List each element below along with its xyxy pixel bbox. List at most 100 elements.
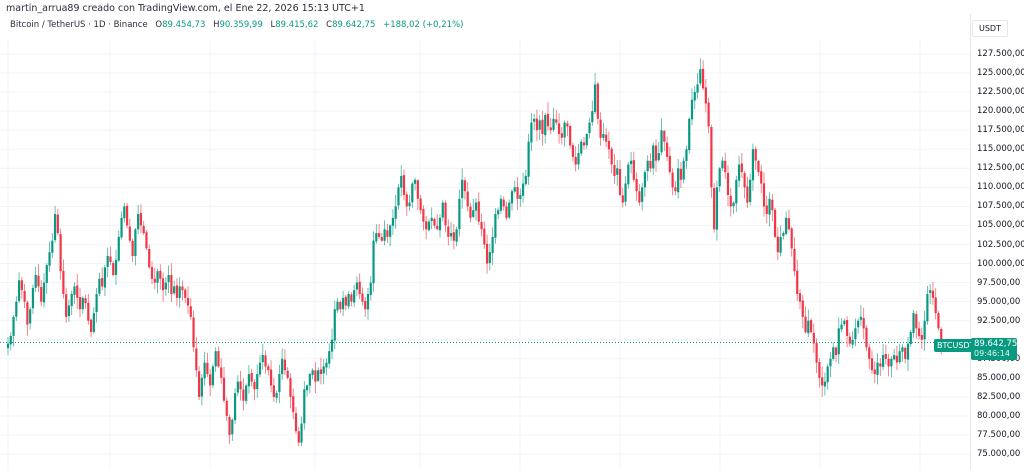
candle [937, 313, 940, 329]
candle [798, 293, 802, 302]
candle [793, 248, 796, 272]
candle [286, 370, 289, 378]
candle [65, 294, 68, 317]
bar-countdown: 09:46:14 [974, 349, 1010, 358]
candle [433, 218, 436, 226]
candle [427, 221, 431, 231]
candle [699, 69, 702, 84]
candle [45, 265, 48, 283]
candle [425, 221, 428, 230]
candle [516, 187, 519, 199]
candle [416, 180, 419, 199]
candle [253, 382, 256, 390]
candle [785, 217, 788, 234]
candle [818, 362, 821, 378]
candle [469, 206, 472, 218]
candle [389, 225, 392, 237]
candle [109, 256, 112, 263]
candle [53, 214, 57, 241]
candle [391, 217, 395, 226]
candle [353, 290, 356, 303]
candle [422, 209, 425, 222]
candle [890, 358, 893, 367]
low-label: L [270, 20, 276, 30]
candle [607, 140, 611, 150]
candle [837, 328, 840, 355]
candle [760, 171, 763, 184]
candle [494, 214, 497, 238]
candle [834, 347, 838, 355]
candle [225, 400, 228, 416]
candle [87, 302, 90, 321]
candle [281, 358, 284, 375]
candle [167, 274, 170, 283]
candle [120, 217, 123, 238]
candle [336, 301, 339, 311]
candle [117, 236, 120, 261]
price-tick: 122.500,00 [977, 87, 1024, 98]
candle [654, 145, 658, 161]
candle [264, 355, 267, 367]
candle [773, 209, 777, 237]
candle [749, 179, 752, 202]
candle [95, 294, 98, 312]
candle [261, 354, 264, 363]
candle [638, 191, 641, 203]
candle [305, 385, 309, 391]
candle [161, 278, 165, 291]
candle [688, 118, 691, 151]
candle [256, 374, 259, 390]
candle [145, 232, 148, 249]
candle [449, 233, 453, 237]
candle [139, 213, 143, 226]
candle [62, 270, 65, 295]
candle [67, 305, 71, 317]
currency-selector[interactable]: USDT [972, 20, 1008, 37]
candle [200, 377, 203, 397]
candle [618, 169, 622, 195]
close-value: 89.642,75 [332, 20, 376, 30]
candle [294, 413, 298, 432]
candle [519, 194, 522, 200]
candle [879, 363, 882, 367]
candle [530, 122, 533, 143]
candle [29, 309, 32, 324]
candle [657, 153, 660, 161]
candle [505, 206, 508, 218]
candle [906, 343, 910, 360]
candle [411, 183, 414, 203]
candle [461, 179, 464, 199]
price-axis[interactable] [970, 14, 1024, 470]
candlestick-plot[interactable] [0, 0, 970, 470]
candle [629, 160, 633, 165]
candle [292, 396, 295, 413]
candle [48, 252, 51, 266]
candle [724, 160, 727, 173]
candle [175, 285, 179, 298]
low-value: 89.415,62 [275, 20, 319, 30]
candle [912, 313, 915, 334]
candle [854, 328, 857, 340]
candle [859, 316, 863, 320]
candle [239, 381, 242, 390]
price-tick: 120.000,00 [977, 106, 1024, 117]
open-label: O [155, 20, 163, 30]
candle [557, 123, 561, 135]
candle [940, 329, 943, 344]
candle [743, 173, 746, 188]
candle [59, 234, 62, 272]
candle [173, 286, 176, 294]
candle [333, 309, 336, 341]
candle [347, 294, 350, 307]
candle [915, 314, 918, 329]
candle [125, 205, 129, 226]
candle [546, 113, 550, 127]
candle [17, 280, 21, 302]
candle [408, 202, 411, 207]
candle [621, 195, 624, 203]
symbol-title[interactable]: Bitcoin / TetherUS · 1D · Binance [10, 20, 148, 30]
candle [153, 278, 156, 283]
candle [538, 120, 541, 130]
candle [685, 149, 688, 161]
